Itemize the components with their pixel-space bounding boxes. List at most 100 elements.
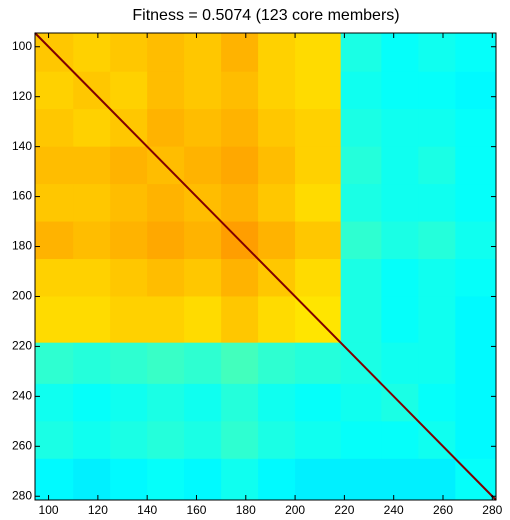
- heatmap-cell: [35, 71, 74, 110]
- heatmap-cell: [455, 146, 497, 185]
- y-tick-label: 220: [12, 339, 32, 353]
- heatmap-cell: [418, 342, 456, 385]
- heatmap-cell: [295, 259, 342, 297]
- heatmap-cell: [184, 342, 222, 385]
- x-tick-label: 160: [186, 503, 206, 517]
- heatmap-cell: [418, 109, 456, 148]
- diagonal: [34, 32, 497, 501]
- heatmap-cell: [381, 221, 419, 260]
- heatmap-cell: [381, 109, 419, 148]
- heatmap-cell: [110, 221, 148, 260]
- heatmap-cell: [184, 421, 222, 460]
- heatmap-cell: [340, 146, 382, 185]
- heatmap-cell: [381, 421, 419, 460]
- x-tick-label: 200: [285, 503, 305, 517]
- heatmap-cell: [258, 146, 296, 185]
- x-tick-label: 180: [236, 503, 256, 517]
- x-tick-label: 260: [433, 503, 453, 517]
- heatmap-cell: [258, 342, 296, 385]
- heatmap-cell: [295, 146, 342, 185]
- heatmap-cell: [73, 342, 111, 385]
- heatmap-cell: [295, 33, 342, 73]
- heatmap-cell: [258, 421, 296, 460]
- heatmap-cell: [147, 383, 185, 422]
- heatmap-cell: [73, 383, 111, 422]
- heatmap-cell: [184, 109, 222, 148]
- plot-frame: [34, 32, 497, 501]
- y-tick-label: 140: [12, 139, 32, 153]
- heatmap-cell: [295, 458, 342, 501]
- heatmap-cell: [221, 71, 259, 110]
- heatmap-cell: [221, 458, 259, 501]
- heatmap-cell: [258, 458, 296, 501]
- heatmap-cell: [110, 342, 148, 385]
- heatmap-cell: [147, 33, 185, 73]
- heatmap-cell: [340, 421, 382, 460]
- x-tick-label: 140: [137, 503, 157, 517]
- heatmap-cell: [455, 33, 497, 73]
- heatmap-cell: [73, 221, 111, 260]
- heatmap-cell: [35, 109, 74, 148]
- heatmap-cell: [35, 296, 74, 344]
- heatmap-cell: [35, 259, 74, 297]
- heatmap-cell: [455, 221, 497, 260]
- heatmap-cell: [73, 33, 111, 73]
- x-tick-label: 120: [88, 503, 108, 517]
- heatmap-cell: [418, 146, 456, 185]
- heatmap-cell: [73, 146, 111, 185]
- heatmap-cell: [221, 33, 259, 73]
- heatmap-cell: [35, 458, 74, 501]
- heatmap-cell: [221, 296, 259, 344]
- y-tick-label: 260: [12, 438, 32, 452]
- heatmap-cell: [340, 71, 382, 110]
- heatmap-cell: [418, 221, 456, 260]
- heatmap-cell: [110, 383, 148, 422]
- heatmap-cell: [340, 296, 382, 344]
- heatmap-cell: [221, 109, 259, 148]
- heatmap-cell: [147, 458, 185, 501]
- heatmap-cell: [221, 421, 259, 460]
- heatmap-cell: [110, 296, 148, 344]
- heatmap-cell: [295, 383, 342, 422]
- heatmap-cell: [221, 259, 259, 297]
- heatmap-cell: [258, 221, 296, 260]
- heatmap-cell: [455, 259, 497, 297]
- heatmap-cell: [35, 342, 74, 385]
- heatmap-cell: [455, 296, 497, 344]
- y-tick-label: 100: [12, 39, 32, 53]
- heatmap-cell: [340, 184, 382, 223]
- heatmap-cell: [221, 184, 259, 223]
- heatmap-cell: [258, 71, 296, 110]
- heatmap-cell: [35, 421, 74, 460]
- heatmap-cell: [147, 184, 185, 223]
- heatmap-cell: [35, 221, 74, 260]
- heatmap-cell: [455, 383, 497, 422]
- heatmap-cell: [455, 342, 497, 385]
- x-tick-label: 240: [384, 503, 404, 517]
- heatmap-cell: [147, 109, 185, 148]
- heatmap-cell: [110, 421, 148, 460]
- heatmap-cell: [381, 296, 419, 344]
- heatmap-cell: [258, 383, 296, 422]
- heatmap-cell: [110, 146, 148, 185]
- heatmap-cell: [295, 342, 342, 385]
- heatmap-cell: [381, 33, 419, 73]
- heatmap-cell: [184, 33, 222, 73]
- heatmap-cell: [381, 342, 419, 385]
- y-tick-label: 240: [12, 389, 32, 403]
- heatmap-cell: [295, 221, 342, 260]
- heatmap-cell: [184, 458, 222, 501]
- heatmap-cell: [258, 109, 296, 148]
- heatmap-cell: [340, 383, 382, 422]
- heatmap-cell: [381, 458, 419, 501]
- heatmap-cell: [455, 109, 497, 148]
- heatmap-cell: [147, 259, 185, 297]
- heatmap-cell: [73, 458, 111, 501]
- heatmap-cell: [110, 33, 148, 73]
- chart-title: Fitness = 0.5074 (123 core members): [132, 7, 399, 24]
- heatmap-cell: [418, 296, 456, 344]
- heatmap-cell: [455, 421, 497, 460]
- heatmap-cell: [184, 146, 222, 185]
- y-tick-label: 280: [12, 488, 32, 502]
